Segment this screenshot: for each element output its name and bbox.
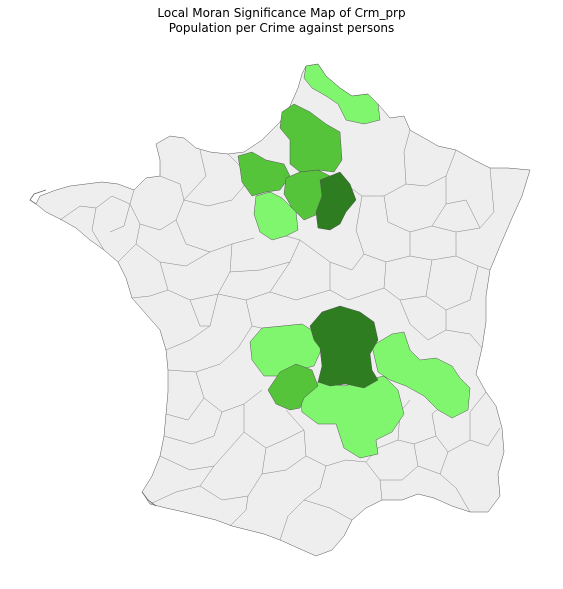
france-base: [35, 63, 531, 557]
significance-level-3-regions: [309, 171, 379, 389]
region-picardie: [279, 103, 343, 173]
region-aube-yonne: [315, 171, 357, 231]
significance-level-2-regions: [237, 103, 343, 411]
map-subtitle: Population per Crime against persons: [168, 21, 395, 35]
region-eure-et-loir: [253, 191, 299, 241]
region-normandie-east: [237, 151, 291, 197]
coastline-detail: [29, 189, 157, 507]
region-cher-indre: [249, 323, 323, 377]
map-title: Local Moran Significance Map of Crm_prp: [157, 6, 406, 20]
region-correze: [267, 363, 319, 411]
departement-borders: [59, 129, 501, 541]
region-rhone-alpes: [371, 331, 471, 419]
significance-level-1-regions: [249, 63, 471, 459]
region-nord: [303, 63, 381, 125]
region-bourgogne-centre: [309, 305, 379, 389]
